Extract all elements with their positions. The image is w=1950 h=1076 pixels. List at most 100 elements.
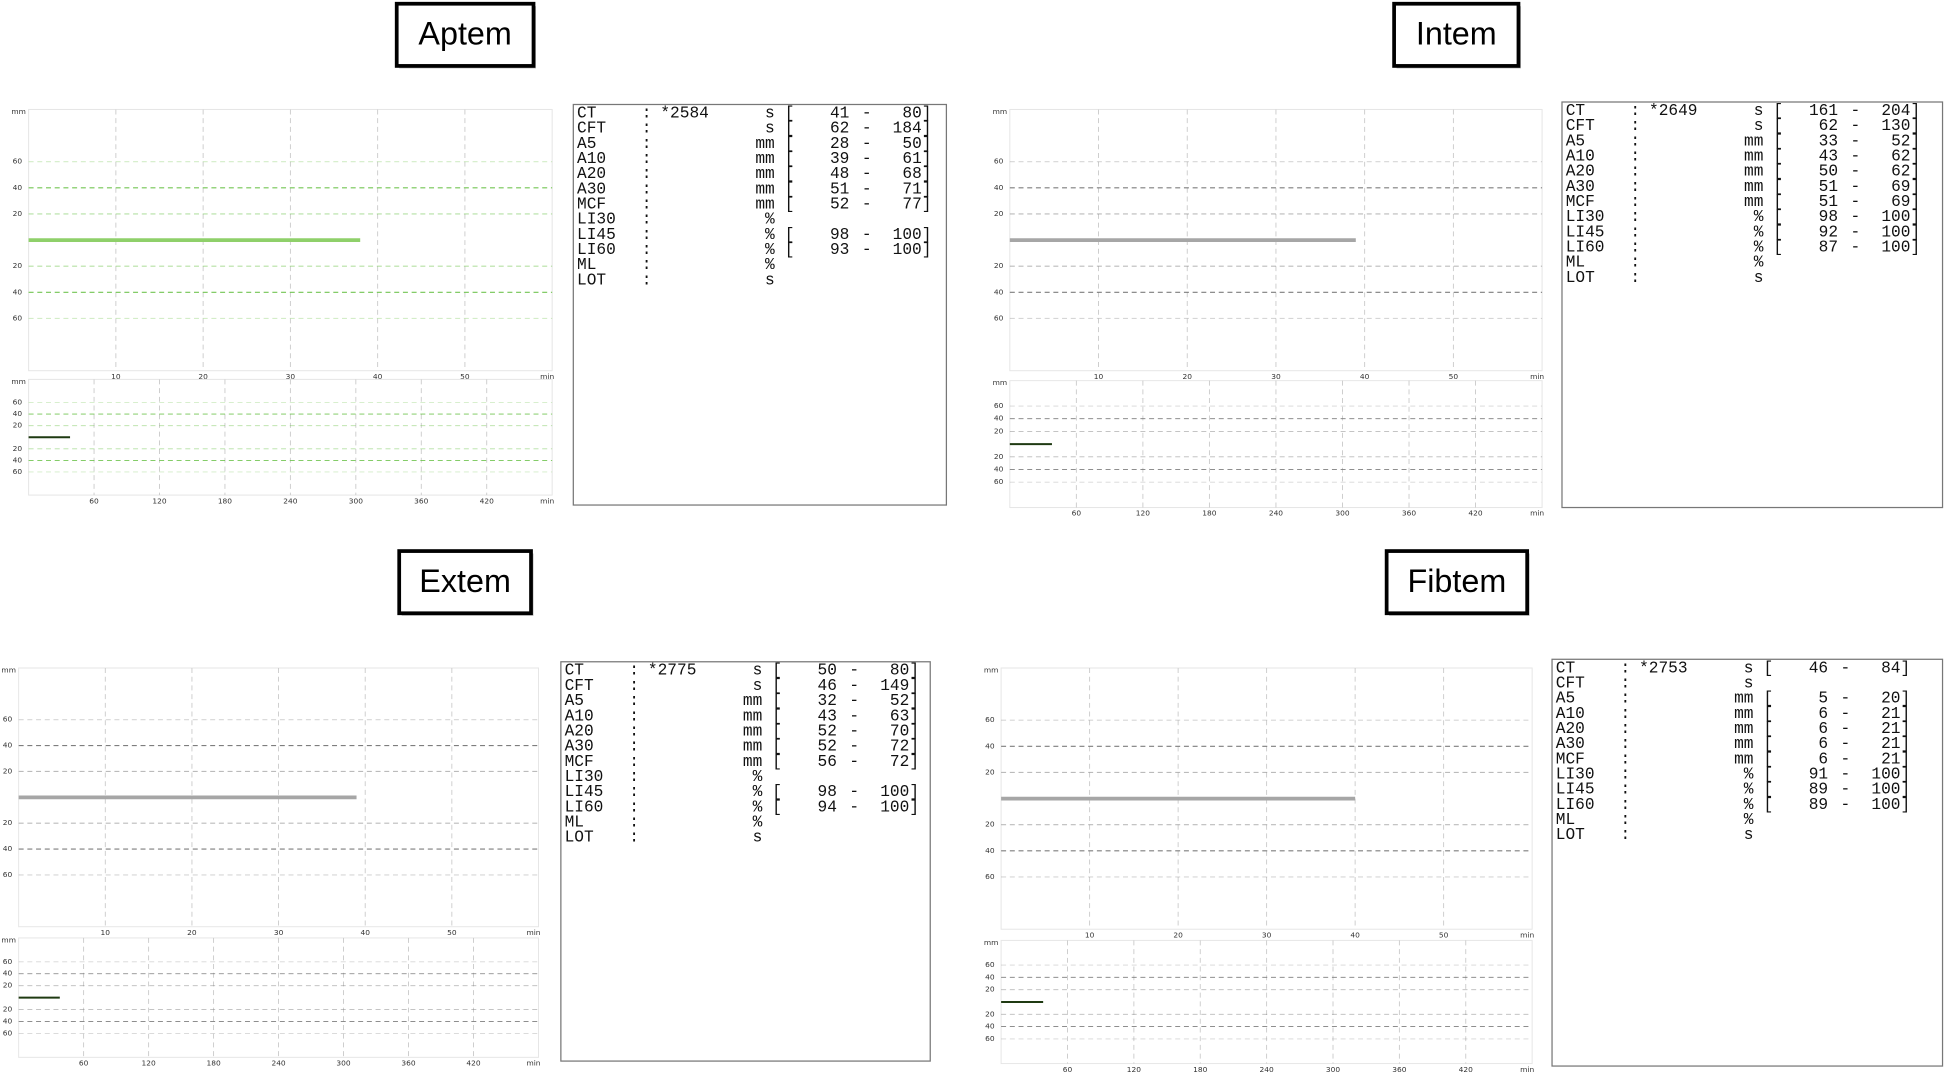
x-tick-label: 60 bbox=[79, 1059, 89, 1068]
table-cell: [ bbox=[772, 798, 782, 816]
y-tick-label: 40 bbox=[3, 844, 13, 853]
table-cell: % bbox=[1744, 765, 1754, 783]
table-cell: : bbox=[1630, 102, 1640, 120]
x-tick-label: 50 bbox=[1439, 930, 1449, 939]
y-tick-label: 60 bbox=[994, 313, 1004, 322]
table-cell: LI45 bbox=[1566, 223, 1605, 241]
table-cell: A5 bbox=[565, 692, 584, 710]
table-cell: : bbox=[1620, 674, 1630, 692]
x-tick-label: 20 bbox=[1173, 930, 1183, 939]
table-cell: % bbox=[765, 211, 775, 229]
table-cell: - bbox=[1851, 132, 1861, 150]
table-cell: 50 bbox=[818, 662, 837, 680]
table-cell: - bbox=[862, 226, 872, 244]
table-cell: 100] bbox=[1881, 239, 1920, 257]
x-tick-label: 40 bbox=[1350, 930, 1360, 939]
table-cell: 56 bbox=[818, 753, 837, 771]
table-cell: 100] bbox=[1881, 223, 1920, 241]
table-cell: 51 bbox=[830, 180, 849, 198]
table-cell: - bbox=[862, 165, 872, 183]
table-cell: 52 bbox=[818, 722, 837, 740]
x-unit: min bbox=[540, 372, 554, 381]
table-cell: mm bbox=[755, 135, 774, 153]
table-cell: A5 bbox=[577, 135, 596, 153]
x-tick-label: 240 bbox=[1260, 1065, 1274, 1074]
x-tick-label: 360 bbox=[1402, 509, 1416, 518]
table-cell: 100] bbox=[893, 241, 932, 259]
table-cell: 43 bbox=[1819, 148, 1838, 166]
table-cell: : bbox=[1620, 659, 1630, 677]
table-cell: 33 bbox=[1819, 132, 1838, 150]
table-cell: s bbox=[1744, 674, 1754, 692]
table-cell: CFT bbox=[1556, 674, 1585, 692]
y-tick-label: 20 bbox=[985, 1009, 995, 1018]
table-cell: 98 bbox=[1819, 208, 1838, 226]
table-cell: [ bbox=[1763, 735, 1773, 753]
x-tick-label: 240 bbox=[271, 1059, 285, 1068]
table-cell: [ bbox=[1773, 102, 1783, 120]
table-cell: : bbox=[642, 226, 652, 244]
y-tick-label: 60 bbox=[985, 960, 995, 969]
table-cell: mm bbox=[1734, 735, 1753, 753]
table-cell: LI60 bbox=[565, 798, 604, 816]
x-tick-label: 60 bbox=[1072, 509, 1082, 518]
table-cell: : bbox=[629, 768, 639, 786]
x-tick-label: 300 bbox=[1335, 509, 1349, 518]
table-cell: 100] bbox=[1871, 781, 1910, 799]
table-cell: - bbox=[1851, 223, 1861, 241]
table-cell: - bbox=[1841, 735, 1851, 753]
table-cell: 92 bbox=[1819, 223, 1838, 241]
table-cell: A20 bbox=[565, 722, 594, 740]
table-cell: - bbox=[849, 738, 859, 756]
table-cell: - bbox=[1841, 765, 1851, 783]
y-unit: mm bbox=[984, 938, 999, 947]
table-cell: 46 bbox=[818, 677, 837, 695]
x-tick-label: 40 bbox=[373, 372, 383, 381]
table-cell: mm bbox=[755, 180, 774, 198]
table-cell: - bbox=[1851, 239, 1861, 257]
y-tick-label: 60 bbox=[3, 715, 13, 724]
table-cell: % bbox=[765, 241, 775, 259]
table-cell: 63] bbox=[890, 707, 919, 725]
y-tick-label: 40 bbox=[994, 183, 1004, 192]
table-cell: % bbox=[1754, 208, 1764, 226]
table-cell: MCF bbox=[1566, 193, 1595, 211]
table-cell: 52] bbox=[890, 692, 919, 710]
table-cell: 100] bbox=[1871, 765, 1910, 783]
x-tick-label: 40 bbox=[1360, 372, 1370, 381]
table-cell: [ bbox=[785, 135, 795, 153]
table-cell: ML bbox=[577, 256, 596, 274]
table-cell: LI60 bbox=[1556, 796, 1595, 814]
table-cell: s bbox=[1754, 269, 1764, 287]
table-cell: mm bbox=[1744, 178, 1763, 196]
table-cell: [ bbox=[772, 783, 782, 801]
table-cell: s bbox=[765, 120, 775, 138]
table-cell: A20 bbox=[1566, 163, 1595, 181]
y-tick-label: 20 bbox=[3, 981, 13, 990]
table-cell: : bbox=[1630, 163, 1640, 181]
y-tick-label: 20 bbox=[994, 209, 1004, 218]
x-tick-label: 300 bbox=[1326, 1065, 1340, 1074]
table-cell: : bbox=[629, 829, 639, 847]
table-cell: % bbox=[765, 226, 775, 244]
y-tick-label: 20 bbox=[994, 452, 1004, 461]
x-tick-label: 180 bbox=[218, 496, 232, 505]
y-tick-label: 60 bbox=[3, 1028, 13, 1037]
y-tick-label: 20 bbox=[3, 1005, 13, 1014]
x-tick-label: 240 bbox=[1269, 509, 1283, 518]
table-cell: [ bbox=[785, 180, 795, 198]
panel-title: Fibtem bbox=[1408, 563, 1507, 599]
x-tick-label: 180 bbox=[206, 1059, 220, 1068]
table-cell: LI30 bbox=[1566, 208, 1605, 226]
table-cell: : bbox=[629, 722, 639, 740]
table-cell: s bbox=[753, 662, 763, 680]
table-cell: % bbox=[1744, 781, 1754, 799]
y-tick-label: 60 bbox=[985, 715, 995, 724]
table-cell: 51 bbox=[1819, 178, 1838, 196]
table-cell: : bbox=[1620, 811, 1630, 829]
table-cell: : bbox=[629, 662, 639, 680]
table-cell: LI45 bbox=[1556, 781, 1595, 799]
table-cell: 50] bbox=[902, 135, 931, 153]
table-cell: - bbox=[849, 677, 859, 695]
table-cell: - bbox=[1851, 148, 1861, 166]
